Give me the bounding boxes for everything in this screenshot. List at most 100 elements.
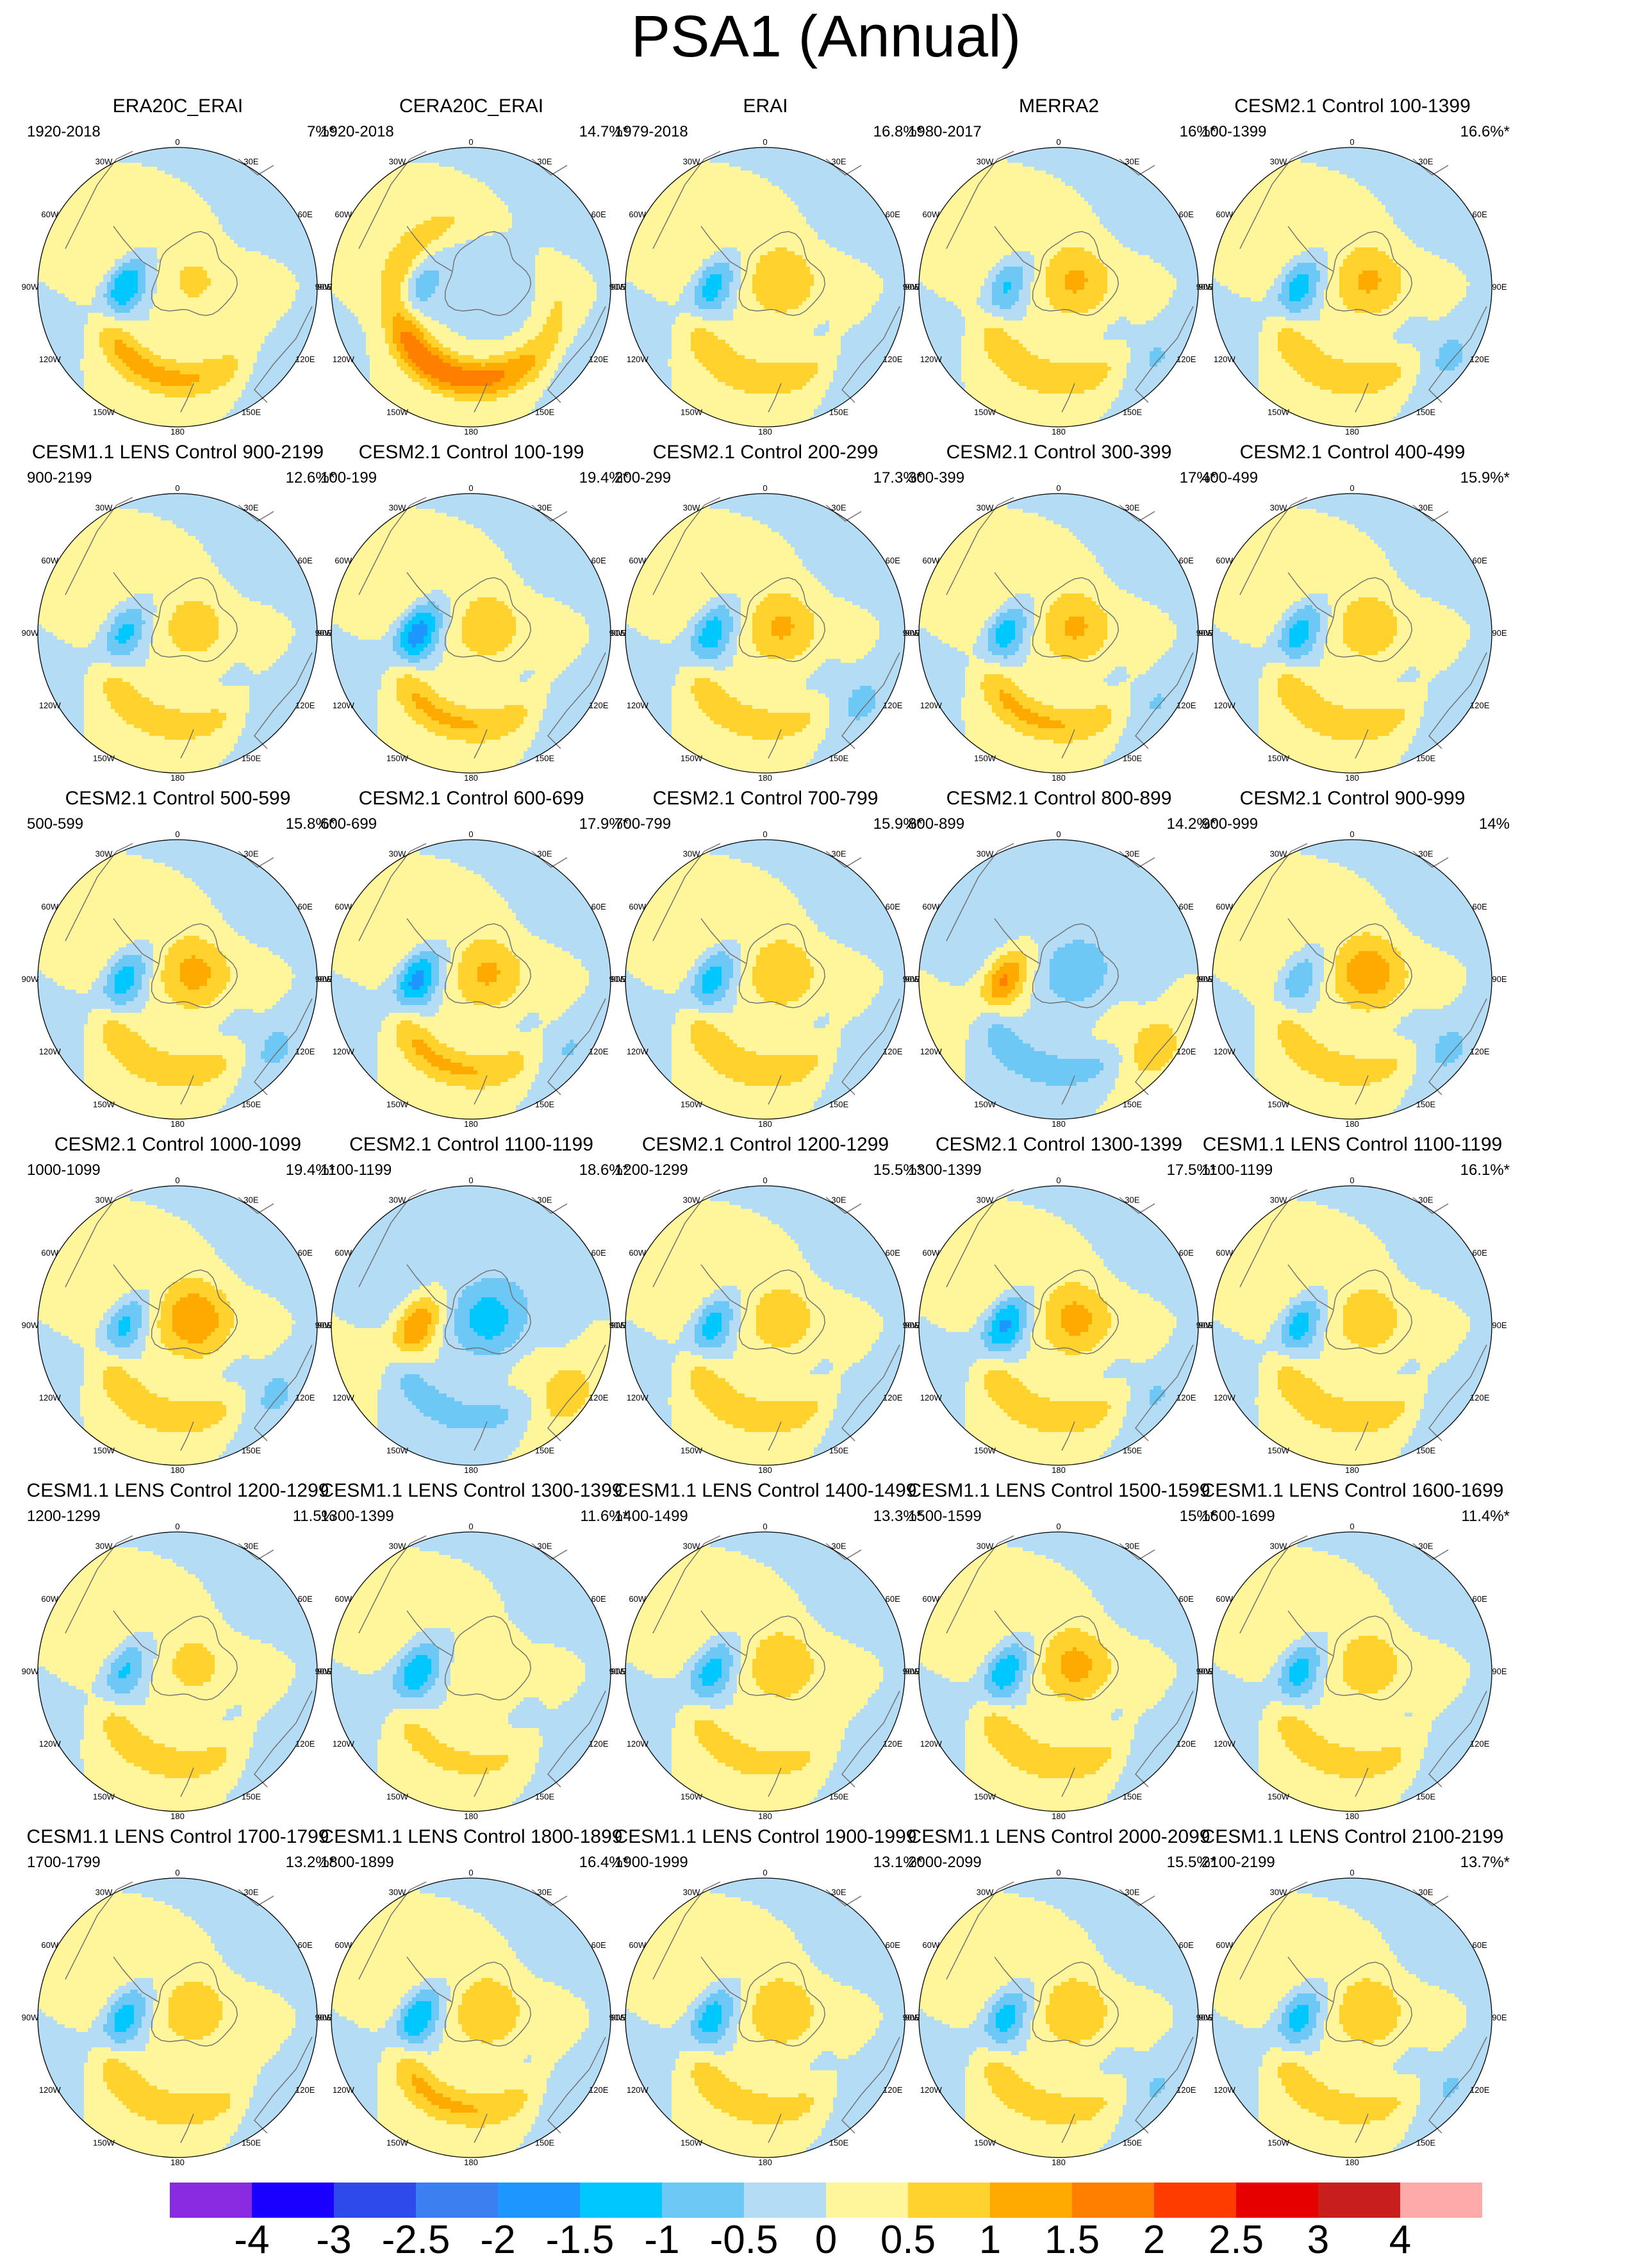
colorbar-tick-label: -2.5 (382, 2220, 450, 2261)
longitude-label: 120W (333, 2085, 355, 2095)
longitude-label: 150E (535, 1792, 555, 1802)
longitude-label: 120E (1470, 1739, 1490, 1749)
anomaly-field (38, 147, 319, 429)
longitude-label: 180 (464, 1465, 478, 1475)
longitude-label: 30W (1270, 1887, 1287, 1897)
longitude-label: 30E (537, 1887, 552, 1897)
longitude-label: 0 (468, 1868, 473, 1877)
panel-title: CESM1.1 LENS Control 2000-2099 (894, 1825, 1224, 1849)
longitude-label: 30E (244, 1887, 258, 1897)
longitude-label: 30W (95, 503, 113, 512)
longitude-label: 150E (242, 754, 261, 763)
longitude-label: 150E (535, 1446, 555, 1456)
longitude-label: 150E (1416, 754, 1436, 763)
anomaly-field (331, 840, 613, 1121)
longitude-label: 60W (335, 556, 352, 565)
panel-title: MERRA2 (894, 95, 1224, 118)
longitude-label: 180 (1345, 1465, 1359, 1475)
longitude-label: 120E (1470, 1047, 1490, 1056)
longitude-label: 150E (535, 1100, 555, 1110)
longitude-label: 150E (1416, 2138, 1436, 2148)
colorbar-tick-label: -4 (234, 2220, 269, 2261)
longitude-label: 120W (39, 2085, 62, 2095)
longitude-label: 150W (681, 1446, 703, 1456)
longitude-label: 60W (1216, 556, 1233, 565)
longitude-label: 30E (537, 156, 552, 166)
colorbar-cell (744, 2183, 826, 2218)
longitude-label: 180 (1345, 427, 1359, 437)
longitude-label: 90W (609, 282, 627, 292)
anomaly-field (331, 1532, 613, 1813)
longitude-label: 180 (464, 1119, 478, 1129)
longitude-label: 120E (1470, 1393, 1490, 1402)
longitude-label: 150E (1416, 1792, 1436, 1802)
longitude-label: 60E (1473, 556, 1487, 565)
longitude-label: 90W (1196, 1320, 1214, 1330)
longitude-label: 90W (903, 1667, 920, 1676)
anomaly-field (38, 494, 319, 775)
longitude-label: 150W (681, 1792, 703, 1802)
longitude-label: 60W (922, 1940, 939, 1950)
anomaly-field (625, 147, 907, 429)
panel-title: CESM1.1 LENS Control 2100-2199 (1187, 1825, 1517, 1849)
longitude-label: 120W (333, 354, 355, 364)
longitude-label: 0 (1350, 1868, 1354, 1877)
longitude-label: 150W (1268, 1100, 1290, 1110)
longitude-label: 30W (977, 156, 994, 166)
longitude-label: 30E (1418, 1887, 1433, 1897)
longitude-label: 180 (758, 1465, 772, 1475)
anomaly-field (331, 147, 613, 429)
longitude-label: 90W (315, 974, 333, 984)
longitude-label: 0 (1350, 829, 1354, 839)
longitude-label: 150E (829, 2138, 849, 2148)
panel-title: CESM1.1 LENS Control 1300-1399 (306, 1479, 636, 1502)
colorbar-tick-label: 0 (815, 2220, 837, 2261)
longitude-label: 150E (1123, 1446, 1143, 1456)
longitude-label: 30W (977, 503, 994, 512)
longitude-label: 90W (315, 1320, 333, 1330)
anomaly-field (331, 494, 613, 775)
longitude-label: 30W (95, 849, 113, 858)
panel-title: CESM1.1 LENS Control 1900-1999 (600, 1825, 930, 1849)
longitude-label: 120W (627, 2085, 649, 2095)
longitude-label: 90W (22, 282, 39, 292)
longitude-label: 90W (315, 1667, 333, 1676)
colorbar-tick-label: -1.5 (546, 2220, 615, 2261)
longitude-label: 120W (39, 701, 62, 710)
longitude-label: 30W (389, 1541, 406, 1551)
longitude-label: 30E (831, 1195, 846, 1204)
longitude-label: 90W (22, 2013, 39, 2022)
panel-title: CESM2.1 Control 1100-1199 (306, 1133, 636, 1156)
longitude-label: 150W (93, 1100, 115, 1110)
anomaly-field (38, 1878, 319, 2159)
colorbar-cell (662, 2183, 744, 2218)
longitude-label: 150W (681, 754, 703, 763)
longitude-label: 0 (175, 1176, 179, 1185)
longitude-label: 90W (609, 1667, 627, 1676)
longitude-label: 60W (1216, 210, 1233, 219)
longitude-label: 120W (920, 2085, 943, 2095)
figure-title: PSA1 (Annual) (0, 1, 1652, 72)
colorbar-cell (580, 2183, 662, 2218)
longitude-label: 30E (1125, 156, 1139, 166)
longitude-label: 180 (170, 427, 185, 437)
longitude-label: 90E (1492, 282, 1507, 292)
longitude-label: 120W (1214, 1047, 1236, 1056)
longitude-label: 120W (1214, 1739, 1236, 1749)
longitude-label: 90W (1196, 1667, 1214, 1676)
longitude-label: 60W (1216, 1940, 1233, 1950)
longitude-label: 0 (1350, 1176, 1354, 1185)
